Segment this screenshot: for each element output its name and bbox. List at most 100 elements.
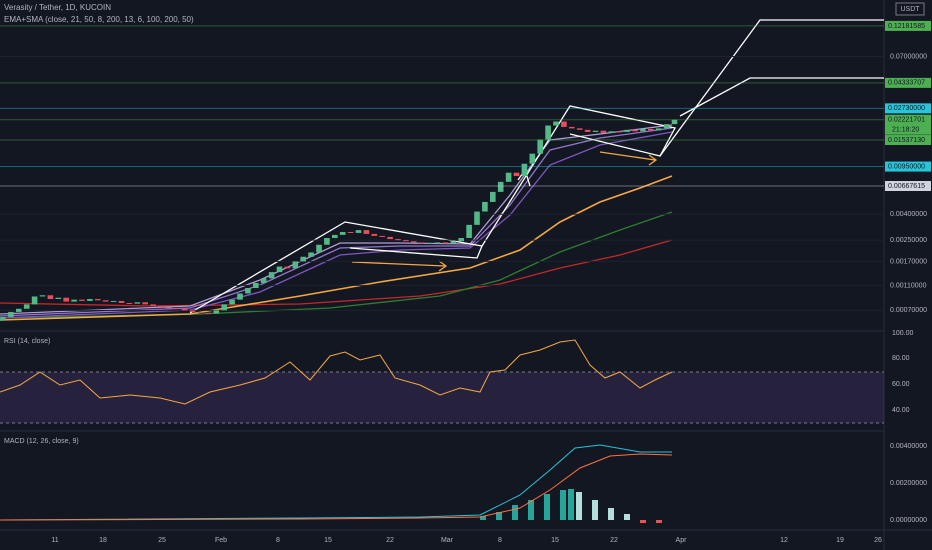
candle [71,299,77,302]
candle [466,224,472,238]
candle [655,128,662,131]
candle [95,298,101,301]
candle [126,302,133,304]
price-tag-label: 0.00950000 [888,163,925,170]
candle [245,287,251,294]
price-tag-time: 21:18:20 [892,127,919,134]
candle [458,237,464,242]
candle [79,299,85,301]
candle [324,237,330,245]
candle [150,304,156,306]
macd-tick: 0.00000000 [890,517,927,524]
ma-line [0,175,673,321]
candle [158,305,164,308]
macd-bar [640,520,646,523]
candle [442,242,449,244]
candle [268,272,275,279]
price-tag [885,103,931,114]
candle [616,131,622,133]
arrows [351,151,658,272]
candle [584,129,591,132]
candle [221,304,227,311]
time-label: Feb [215,537,227,544]
time-label: 26 [874,537,882,544]
rsi-band [0,372,884,423]
candle [537,139,543,154]
candle [229,299,235,305]
candle [403,240,409,242]
candle [490,191,496,202]
time-label: 8 [276,537,280,544]
macd-tick: 0.00400000 [890,443,927,450]
projection [659,19,884,157]
candle [134,302,141,304]
time-label: 15 [324,537,332,544]
candle [87,298,93,301]
candle [600,130,607,133]
candle [640,128,646,132]
candle [253,282,259,288]
price-tag-label: 0.02730000 [888,105,925,112]
candle [379,235,385,237]
price-tag-label: 0.01537130 [888,137,925,144]
price-tag [885,161,931,172]
candle [663,124,670,129]
time-label: 22 [610,537,618,544]
y-tick-label: 0.00170000 [890,258,927,265]
rsi-tick: 40.00 [892,407,910,414]
candle [505,172,512,182]
macd-bar [512,505,518,520]
candle [513,172,520,177]
candle [63,297,69,302]
macd-bar [656,520,662,523]
candle [632,129,638,132]
candle [355,230,362,233]
candle [260,278,267,283]
candle [426,242,433,244]
candle [55,297,62,299]
y-tick-label: 0.00070000 [890,307,927,314]
time-label: 15 [551,537,559,544]
ma-line [0,211,673,319]
candle [608,131,615,133]
candle [174,308,180,310]
macd-bar [576,492,582,520]
main-pane [0,55,884,321]
time-label: 25 [158,537,166,544]
macd-histogram [480,489,662,523]
price-tag-label: 0.02221701 [888,117,925,124]
candle [189,310,196,312]
arrow [351,261,446,267]
candle [102,300,109,302]
candle [529,153,536,164]
candle [671,119,678,125]
macd-title: MACD (12, 26, close, 9) [4,438,79,445]
arrow [648,154,658,166]
rsi-tick: 80.00 [892,355,910,362]
candle [363,230,370,234]
price-tag [885,20,931,31]
time-label: 12 [780,537,788,544]
candle [411,241,417,243]
candle [142,302,148,305]
candle [332,234,338,238]
price-tag [885,77,931,88]
candle [592,130,599,132]
candle [213,310,220,314]
candle [521,163,528,177]
projection [679,77,884,117]
time-label: Apr [676,537,688,544]
rsi-tick: 100.00 [892,330,914,337]
signal-line [0,453,673,521]
ma-line [0,127,673,317]
macd-bar [480,516,486,520]
candle [197,311,204,313]
price-tag [885,135,931,146]
macd-tick: 0.00200000 [890,480,927,487]
currency: USDT [900,6,920,13]
price-tag [885,181,931,192]
candle [387,236,393,240]
